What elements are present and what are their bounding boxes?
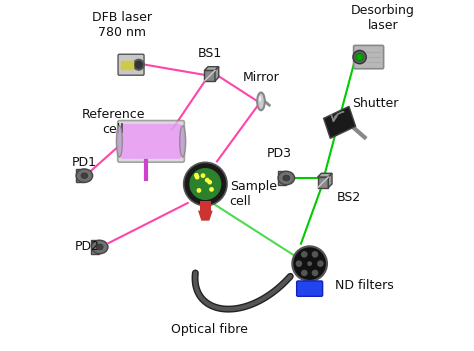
Bar <box>278 171 285 185</box>
Ellipse shape <box>278 171 294 185</box>
Circle shape <box>292 246 327 281</box>
Ellipse shape <box>259 96 261 102</box>
Text: Desorbing
laser: Desorbing laser <box>351 5 415 32</box>
Text: Optical fibre: Optical fibre <box>171 323 248 336</box>
Bar <box>200 201 210 211</box>
Ellipse shape <box>180 126 186 157</box>
Polygon shape <box>318 173 332 177</box>
FancyBboxPatch shape <box>118 54 144 75</box>
Text: Reference
cell: Reference cell <box>82 108 145 137</box>
Circle shape <box>208 180 211 184</box>
Circle shape <box>136 61 142 68</box>
FancyBboxPatch shape <box>118 120 184 162</box>
Circle shape <box>353 51 366 64</box>
Text: Sample
cell: Sample cell <box>230 180 277 208</box>
Circle shape <box>195 174 198 177</box>
Circle shape <box>189 168 221 200</box>
Text: BS2: BS2 <box>336 191 361 204</box>
Circle shape <box>301 270 308 276</box>
Ellipse shape <box>117 126 122 157</box>
Bar <box>76 169 83 183</box>
Circle shape <box>307 261 312 266</box>
FancyBboxPatch shape <box>121 124 181 159</box>
Circle shape <box>195 176 199 179</box>
Polygon shape <box>198 211 213 221</box>
Polygon shape <box>328 173 332 188</box>
Circle shape <box>312 251 319 258</box>
FancyBboxPatch shape <box>297 281 323 296</box>
Circle shape <box>301 251 308 258</box>
Text: BS1: BS1 <box>198 47 222 60</box>
Text: PD3: PD3 <box>267 147 292 160</box>
Circle shape <box>206 178 209 182</box>
Ellipse shape <box>257 93 265 110</box>
Text: PD1: PD1 <box>72 156 97 169</box>
Polygon shape <box>204 71 215 81</box>
Circle shape <box>133 59 144 70</box>
Bar <box>121 61 133 69</box>
Polygon shape <box>215 67 219 81</box>
Circle shape <box>317 260 324 267</box>
Ellipse shape <box>76 169 92 183</box>
Text: Mirror: Mirror <box>243 71 279 84</box>
Bar <box>91 240 99 254</box>
Polygon shape <box>204 67 219 71</box>
Polygon shape <box>324 106 356 138</box>
Text: PD2: PD2 <box>74 240 100 253</box>
Polygon shape <box>318 177 328 188</box>
Ellipse shape <box>81 173 88 179</box>
Ellipse shape <box>91 240 108 254</box>
Circle shape <box>312 270 319 276</box>
Circle shape <box>296 260 302 267</box>
Circle shape <box>184 163 227 206</box>
FancyBboxPatch shape <box>354 45 383 69</box>
Circle shape <box>356 53 363 61</box>
Circle shape <box>197 189 201 192</box>
Circle shape <box>210 188 213 191</box>
Text: DFB laser
780 nm: DFB laser 780 nm <box>92 11 152 39</box>
Text: ND filters: ND filters <box>335 279 394 292</box>
Text: Shutter: Shutter <box>352 97 398 110</box>
Ellipse shape <box>283 175 290 181</box>
Circle shape <box>201 174 205 177</box>
Ellipse shape <box>96 244 103 250</box>
